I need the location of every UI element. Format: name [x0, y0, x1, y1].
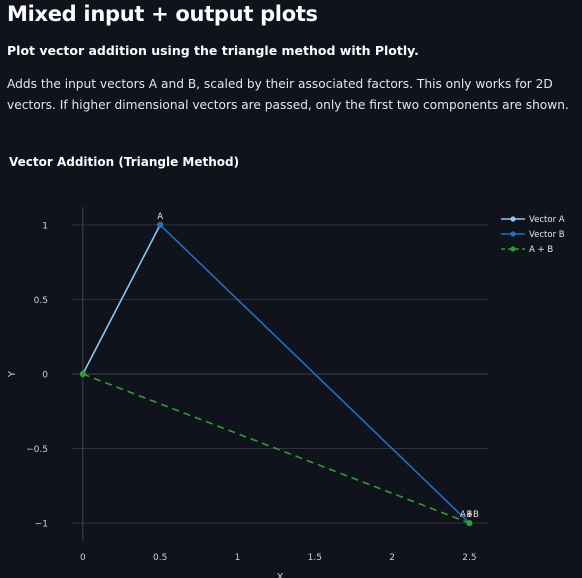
series-line[interactable] [159, 224, 470, 524]
x-tick-label: 1 [235, 553, 241, 563]
series-marker[interactable] [79, 371, 86, 377]
point-label: A+B [460, 510, 479, 520]
y-tick-label: −0.5 [26, 445, 48, 455]
x-tick-label: 0 [80, 553, 86, 563]
series-marker[interactable] [157, 221, 164, 228]
series-line[interactable] [82, 373, 470, 524]
page-description: Adds the input vectors A and B, scaled b… [7, 77, 569, 112]
chart-title: Vector Addition (Triangle Method) [9, 155, 240, 169]
legend-item-label[interactable]: Vector A [529, 215, 565, 225]
legend-swatch-marker[interactable] [510, 231, 516, 237]
x-axis-title: X [277, 572, 284, 578]
series-marker[interactable] [466, 520, 473, 527]
point-label: B [467, 510, 473, 520]
x-tick-label: 0.5 [153, 553, 167, 563]
x-tick-label: 2.5 [462, 553, 476, 563]
y-tick-label: 1 [42, 221, 48, 231]
y-tick-label: 0 [42, 371, 48, 381]
legend-swatch-marker[interactable] [510, 246, 516, 252]
series-line[interactable] [82, 224, 161, 375]
x-tick-label: 1.5 [308, 553, 322, 563]
page-title: Mixed input + output plots [7, 2, 318, 26]
y-tick-label: −1 [35, 520, 48, 530]
x-tick-label: 2 [389, 553, 395, 563]
page-subtitle: Plot vector addition using the triangle … [7, 43, 419, 58]
y-axis-title: Y [7, 370, 18, 378]
y-tick-label: 0.5 [34, 296, 48, 306]
point-label: A [157, 212, 163, 222]
legend-item-label[interactable]: A + B [529, 245, 553, 255]
legend-item-label[interactable]: Vector B [529, 230, 565, 240]
legend-swatch-marker[interactable] [510, 216, 516, 222]
